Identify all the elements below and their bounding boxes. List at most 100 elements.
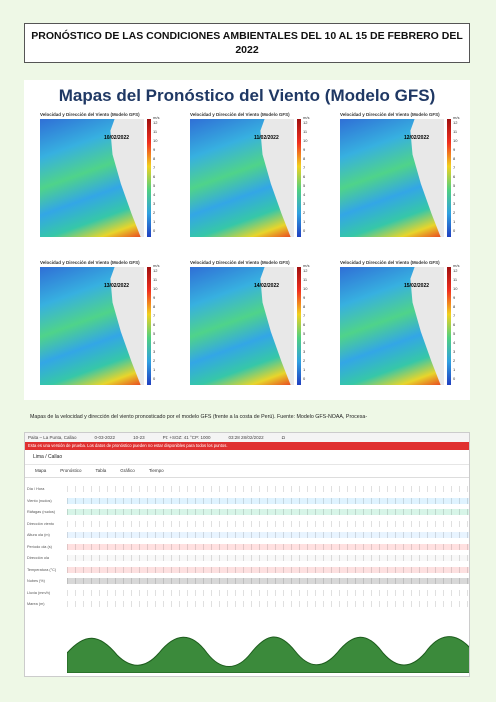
forecast-place[interactable]: Lima / Callao xyxy=(25,450,469,465)
row-label: Lluvia (mm/h) xyxy=(27,590,50,595)
row-label: Período ola (s) xyxy=(27,544,52,549)
scale-tick: 6 xyxy=(453,322,456,327)
topbar-item: 03:28 28/02/2022 xyxy=(228,435,264,440)
row-cells xyxy=(67,497,469,504)
color-scale xyxy=(147,267,151,385)
scale-tick: 11 xyxy=(453,129,458,134)
scale-tick: 12 xyxy=(453,120,458,125)
panel-date: 12/02/2022 xyxy=(404,135,430,141)
scale-tick: 4 xyxy=(453,340,456,345)
scale-tick: 0 xyxy=(153,376,156,381)
scale-units: m/s xyxy=(453,115,460,120)
scale-tick: 10 xyxy=(153,286,158,291)
color-scale xyxy=(147,119,151,237)
scale-tick: 7 xyxy=(453,313,456,318)
panel-title: Velocidad y Dirección del Viento (Modelo… xyxy=(40,112,140,117)
scale-tick: 7 xyxy=(303,165,306,170)
panel-date: 13/02/2022 xyxy=(104,283,130,289)
scale-tick: 2 xyxy=(303,210,306,215)
scale-tick: 6 xyxy=(303,174,306,179)
row-cells xyxy=(67,520,469,527)
row-cells xyxy=(67,601,469,607)
scale-tick: 5 xyxy=(453,331,456,336)
scale-units: m/s xyxy=(453,263,460,268)
row-cells xyxy=(67,486,469,492)
scale-tick: 1 xyxy=(453,367,456,372)
panel-title: Velocidad y Dirección del Viento (Modelo… xyxy=(340,260,440,265)
wind-map-panel: Velocidad y Dirección del Viento (Modelo… xyxy=(326,112,468,249)
scale-tick: 9 xyxy=(153,147,156,152)
row-cells xyxy=(67,532,469,538)
scale-tick: 9 xyxy=(303,147,306,152)
scale-units: m/s xyxy=(303,115,310,120)
scale-tick: 11 xyxy=(453,277,458,282)
scale-tick: 1 xyxy=(303,367,306,372)
row-label: Temperatura (°C) xyxy=(27,567,57,572)
scale-tick: 5 xyxy=(153,331,156,336)
panel-title: Velocidad y Dirección del Viento (Modelo… xyxy=(40,260,140,265)
wind-map: 12/02/2022 xyxy=(340,119,444,237)
wind-map: 15/02/2022 xyxy=(340,267,444,385)
scale-tick: 9 xyxy=(453,295,456,300)
color-scale xyxy=(447,267,451,385)
figure-heading: Mapas del Pronóstico del Viento (Modelo … xyxy=(58,86,436,105)
row-label: Nubes (%) xyxy=(27,579,45,583)
row-label: Altura ola (m) xyxy=(27,533,50,537)
scale-tick: 10 xyxy=(303,138,308,143)
scale-tick: 4 xyxy=(153,192,156,197)
toolbar-tab[interactable]: Mapa xyxy=(35,468,47,473)
scale-tick: 12 xyxy=(153,268,158,273)
toolbar-tab[interactable]: Pronóstico xyxy=(60,468,82,473)
scale-tick: 12 xyxy=(153,120,158,125)
scale-tick: 8 xyxy=(453,304,456,309)
forecast-row: Dirección viento xyxy=(25,520,469,528)
scale-tick: 12 xyxy=(453,268,458,273)
scale-tick: 10 xyxy=(153,138,158,143)
row-label: Dirección viento xyxy=(27,521,55,526)
wind-map-panel: Velocidad y Dirección del Viento (Modelo… xyxy=(26,112,168,249)
scale-tick: 7 xyxy=(153,313,156,318)
scale-tick: 4 xyxy=(303,192,306,197)
scale-tick: 7 xyxy=(153,165,156,170)
forecast-row: Viento (nudos) xyxy=(25,497,469,505)
forecast-row: Dirección ola xyxy=(25,554,469,562)
forecast-row: Lluvia (mm/h) xyxy=(25,589,469,597)
scale-tick: 0 xyxy=(153,228,156,233)
color-scale xyxy=(297,267,301,385)
row-label: Dirección ola xyxy=(27,556,49,560)
row-cells xyxy=(67,566,469,573)
wind-map-panel: Velocidad y Dirección del Viento (Modelo… xyxy=(176,260,318,397)
scale-tick: 1 xyxy=(153,219,156,224)
topbar-item: 0-03-2022 xyxy=(94,435,116,440)
scale-tick: 0 xyxy=(303,228,306,233)
scale-tick: 6 xyxy=(303,322,306,327)
panel-date: 14/02/2022 xyxy=(254,283,280,289)
scale-tick: 4 xyxy=(453,192,456,197)
scale-tick: 8 xyxy=(453,156,456,161)
scale-tick: 7 xyxy=(303,313,306,318)
scale-tick: 1 xyxy=(303,219,306,224)
forecast-warning: Esta es una versión de prueba. Los datos… xyxy=(25,442,469,450)
figure-caption: Mapas de la velocidad y dirección del vi… xyxy=(30,414,368,420)
scale-tick: 11 xyxy=(303,129,308,134)
panel-title: Velocidad y Dirección del Viento (Modelo… xyxy=(340,112,440,117)
row-label: Día / Hora xyxy=(27,487,45,491)
row-label: Marea (m) xyxy=(27,602,45,606)
toolbar-tab[interactable]: Tiempo xyxy=(148,468,164,473)
topbar-item: Paita – La Punta, Callao xyxy=(28,435,77,440)
toolbar-tab[interactable]: Tabla xyxy=(95,468,107,473)
scale-tick: 3 xyxy=(303,201,306,206)
toolbar-tab[interactable]: Gráfico xyxy=(120,468,135,473)
scale-units: m/s xyxy=(303,263,310,268)
row-label: Ráfagas (nudos) xyxy=(27,510,56,514)
forecast-row: Nubes (%) xyxy=(25,577,469,585)
scale-tick: 8 xyxy=(153,304,156,309)
scale-tick: 12 xyxy=(303,268,308,273)
scale-tick: 5 xyxy=(303,183,306,188)
scale-tick: 9 xyxy=(453,147,456,152)
wind-maps-figure: Mapas del Pronóstico del Viento (Modelo … xyxy=(24,80,470,400)
panel-title: Velocidad y Dirección del Viento (Modelo… xyxy=(190,260,290,265)
scale-tick: 6 xyxy=(153,174,156,179)
topbar-item: 10-23 xyxy=(133,435,145,440)
scale-tick: 11 xyxy=(153,129,158,134)
